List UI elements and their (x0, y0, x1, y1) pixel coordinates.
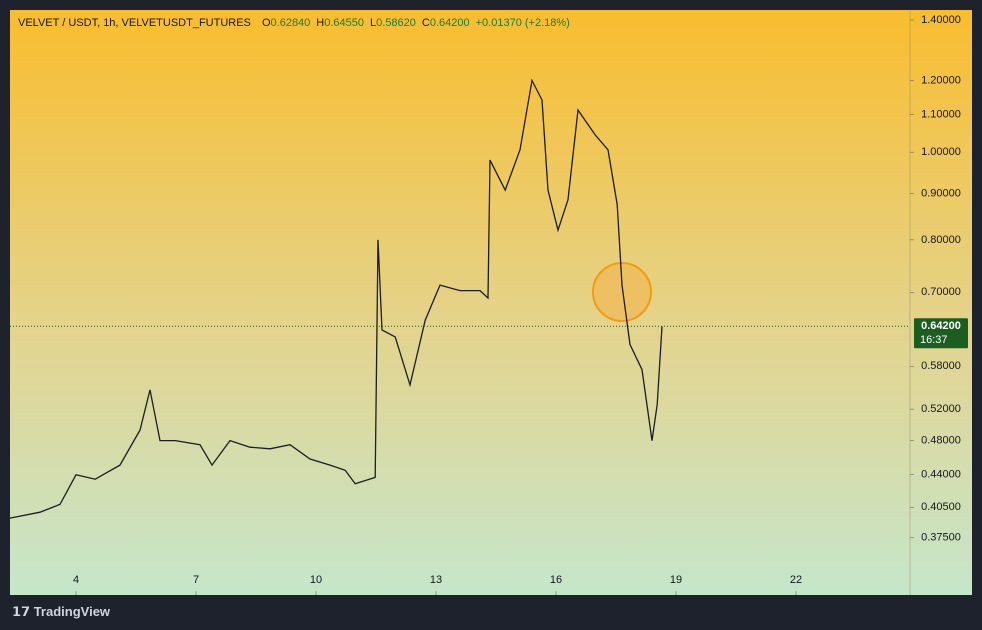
brand-logo: 𝟭𝟳 (12, 604, 34, 619)
plot-background (10, 10, 972, 595)
x-tick-label: 16 (550, 574, 562, 586)
ohlc-label: L (370, 17, 377, 29)
ohlc-value: 0.64550 (324, 17, 365, 29)
ohlc-value: 0.58620 (376, 17, 416, 29)
y-tick-label: 0.80000 (921, 234, 961, 246)
highlight-circle (592, 262, 652, 322)
header: VELVET / USDT, 1h, VELVETUSDT_FUTURES O0… (18, 17, 576, 29)
x-tick-label: 22 (790, 574, 802, 586)
last-price-label: 0.64200 (921, 320, 961, 332)
y-tick-label: 1.00000 (921, 146, 961, 158)
y-tick-label: 0.48000 (921, 434, 961, 446)
ohlc-value: 0.62840 (270, 17, 311, 29)
ohlc-value: 0.64200 (429, 17, 470, 29)
x-tick-label: 19 (670, 574, 682, 586)
x-tick-label: 4 (73, 574, 79, 586)
price-line (9, 78, 663, 519)
countdown: 16:37 (920, 334, 948, 346)
x-tick-label: 10 (310, 574, 322, 586)
x-tick-label: 7 (193, 574, 199, 586)
y-tick-label: 0.44000 (921, 469, 961, 481)
ohlc-label: C (421, 17, 430, 29)
brand: 𝟭𝟳 TradingView (12, 604, 110, 620)
brand-name: TradingView (33, 604, 111, 619)
y-tick-label: 0.70000 (921, 286, 961, 298)
y-tick-label: 1.20000 (921, 74, 961, 86)
y-tick-label: 0.37500 (921, 531, 961, 543)
y-tick-label: 1.10000 (921, 109, 961, 121)
y-tick-label: 0.40500 (921, 501, 961, 513)
y-tick-label: 0.52000 (921, 403, 961, 415)
price-change: +0.01370 (+2.18%) (475, 17, 570, 29)
y-tick-label: 0.90000 (921, 187, 961, 199)
last-price-badge (914, 318, 968, 349)
symbol-title: VELVET / USDT, 1h, VELVETUSDT_FUTURES (18, 17, 251, 29)
y-tick-label: 1.40000 (921, 14, 961, 26)
ohlc-label: H (316, 17, 325, 29)
ohlc-label: O (261, 17, 271, 29)
y-tick-label: 0.58000 (921, 360, 961, 372)
x-tick-label: 13 (430, 574, 442, 586)
